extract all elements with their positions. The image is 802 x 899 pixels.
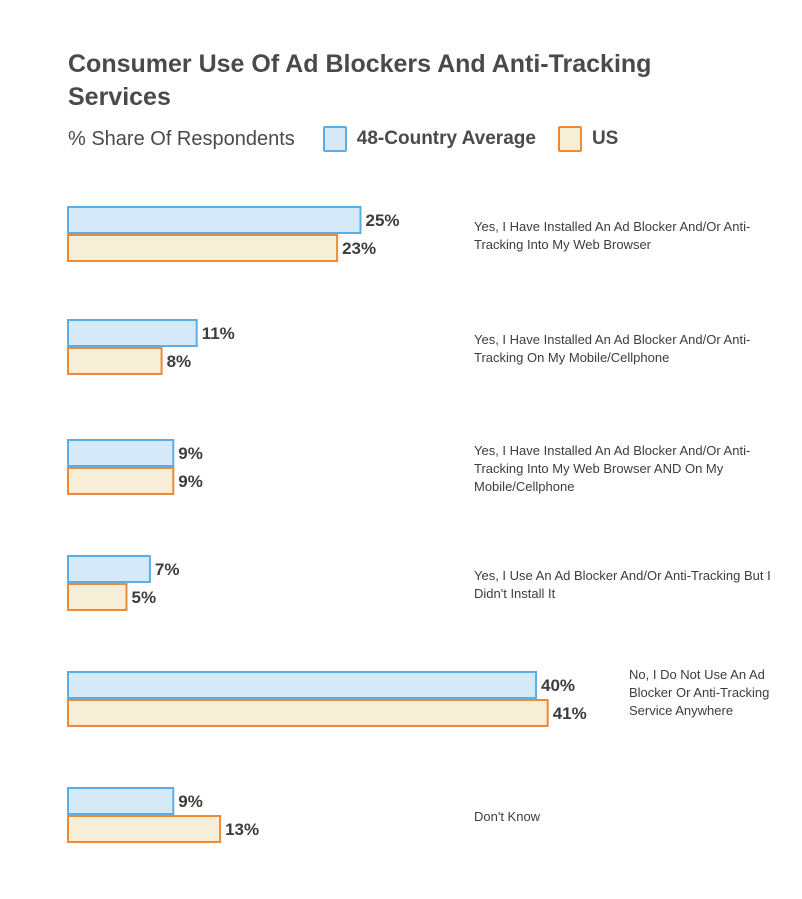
value-label-us-1: 23%: [342, 239, 376, 258]
value-label-avg-6: 9%: [178, 792, 203, 811]
value-label-avg-2: 11%: [202, 324, 235, 343]
value-label-avg-3: 9%: [178, 444, 203, 463]
value-label-us-4: 5%: [132, 588, 157, 607]
legend-swatch-us: [557, 126, 582, 152]
bar-avg-4: [67, 555, 151, 583]
legend: % Share Of Respondents 48-Country Averag…: [68, 124, 640, 154]
bar-us-5: [67, 699, 549, 727]
value-label-avg-5: 40%: [541, 676, 575, 695]
bar-us-4: [67, 583, 128, 611]
chart-title: Consumer Use Of Ad Blockers And Anti-Tra…: [68, 50, 652, 111]
bar-avg-5: [67, 671, 537, 699]
value-label-avg-1: 25%: [366, 211, 400, 230]
bar-avg-3: [67, 439, 175, 467]
category-label-2: Yes, I Have Installed An Ad Blocker And/…: [474, 332, 751, 365]
bar-us-3: [67, 467, 175, 495]
category-label-4: Yes, I Use An Ad Blocker And/Or Anti-Tra…: [474, 568, 771, 601]
bar-us-6: [67, 815, 222, 843]
bar-avg-1: [67, 206, 362, 234]
legend-item-us: US: [557, 126, 619, 152]
legend-label-us: US: [591, 128, 619, 149]
bar-avg-2: [67, 319, 198, 347]
value-label-us-2: 8%: [167, 352, 192, 371]
legend-item-48-country-average: 48-Country Average: [322, 126, 536, 152]
bar-us-2: [67, 347, 163, 375]
value-label-us-3: 9%: [178, 472, 203, 491]
category-label-3: Yes, I Have Installed An Ad Blocker And/…: [474, 443, 751, 494]
bar-us-1: [67, 234, 339, 262]
subtitle: % Share Of Respondents: [68, 127, 295, 150]
category-label-5: No, I Do Not Use An Ad Blocker Or Anti-T…: [629, 667, 770, 718]
value-label-us-6: 13%: [225, 820, 259, 839]
category-label-6: Don't Know: [474, 809, 541, 824]
bar-avg-6: [67, 787, 175, 815]
value-label-us-5: 41%: [553, 704, 587, 723]
value-label-avg-4: 7%: [155, 560, 180, 579]
legend-label-48-country-average: 48-Country Average: [356, 128, 536, 149]
legend-swatch-48-country-average: [322, 126, 347, 152]
category-label-1: Yes, I Have Installed An Ad Blocker And/…: [474, 219, 751, 252]
